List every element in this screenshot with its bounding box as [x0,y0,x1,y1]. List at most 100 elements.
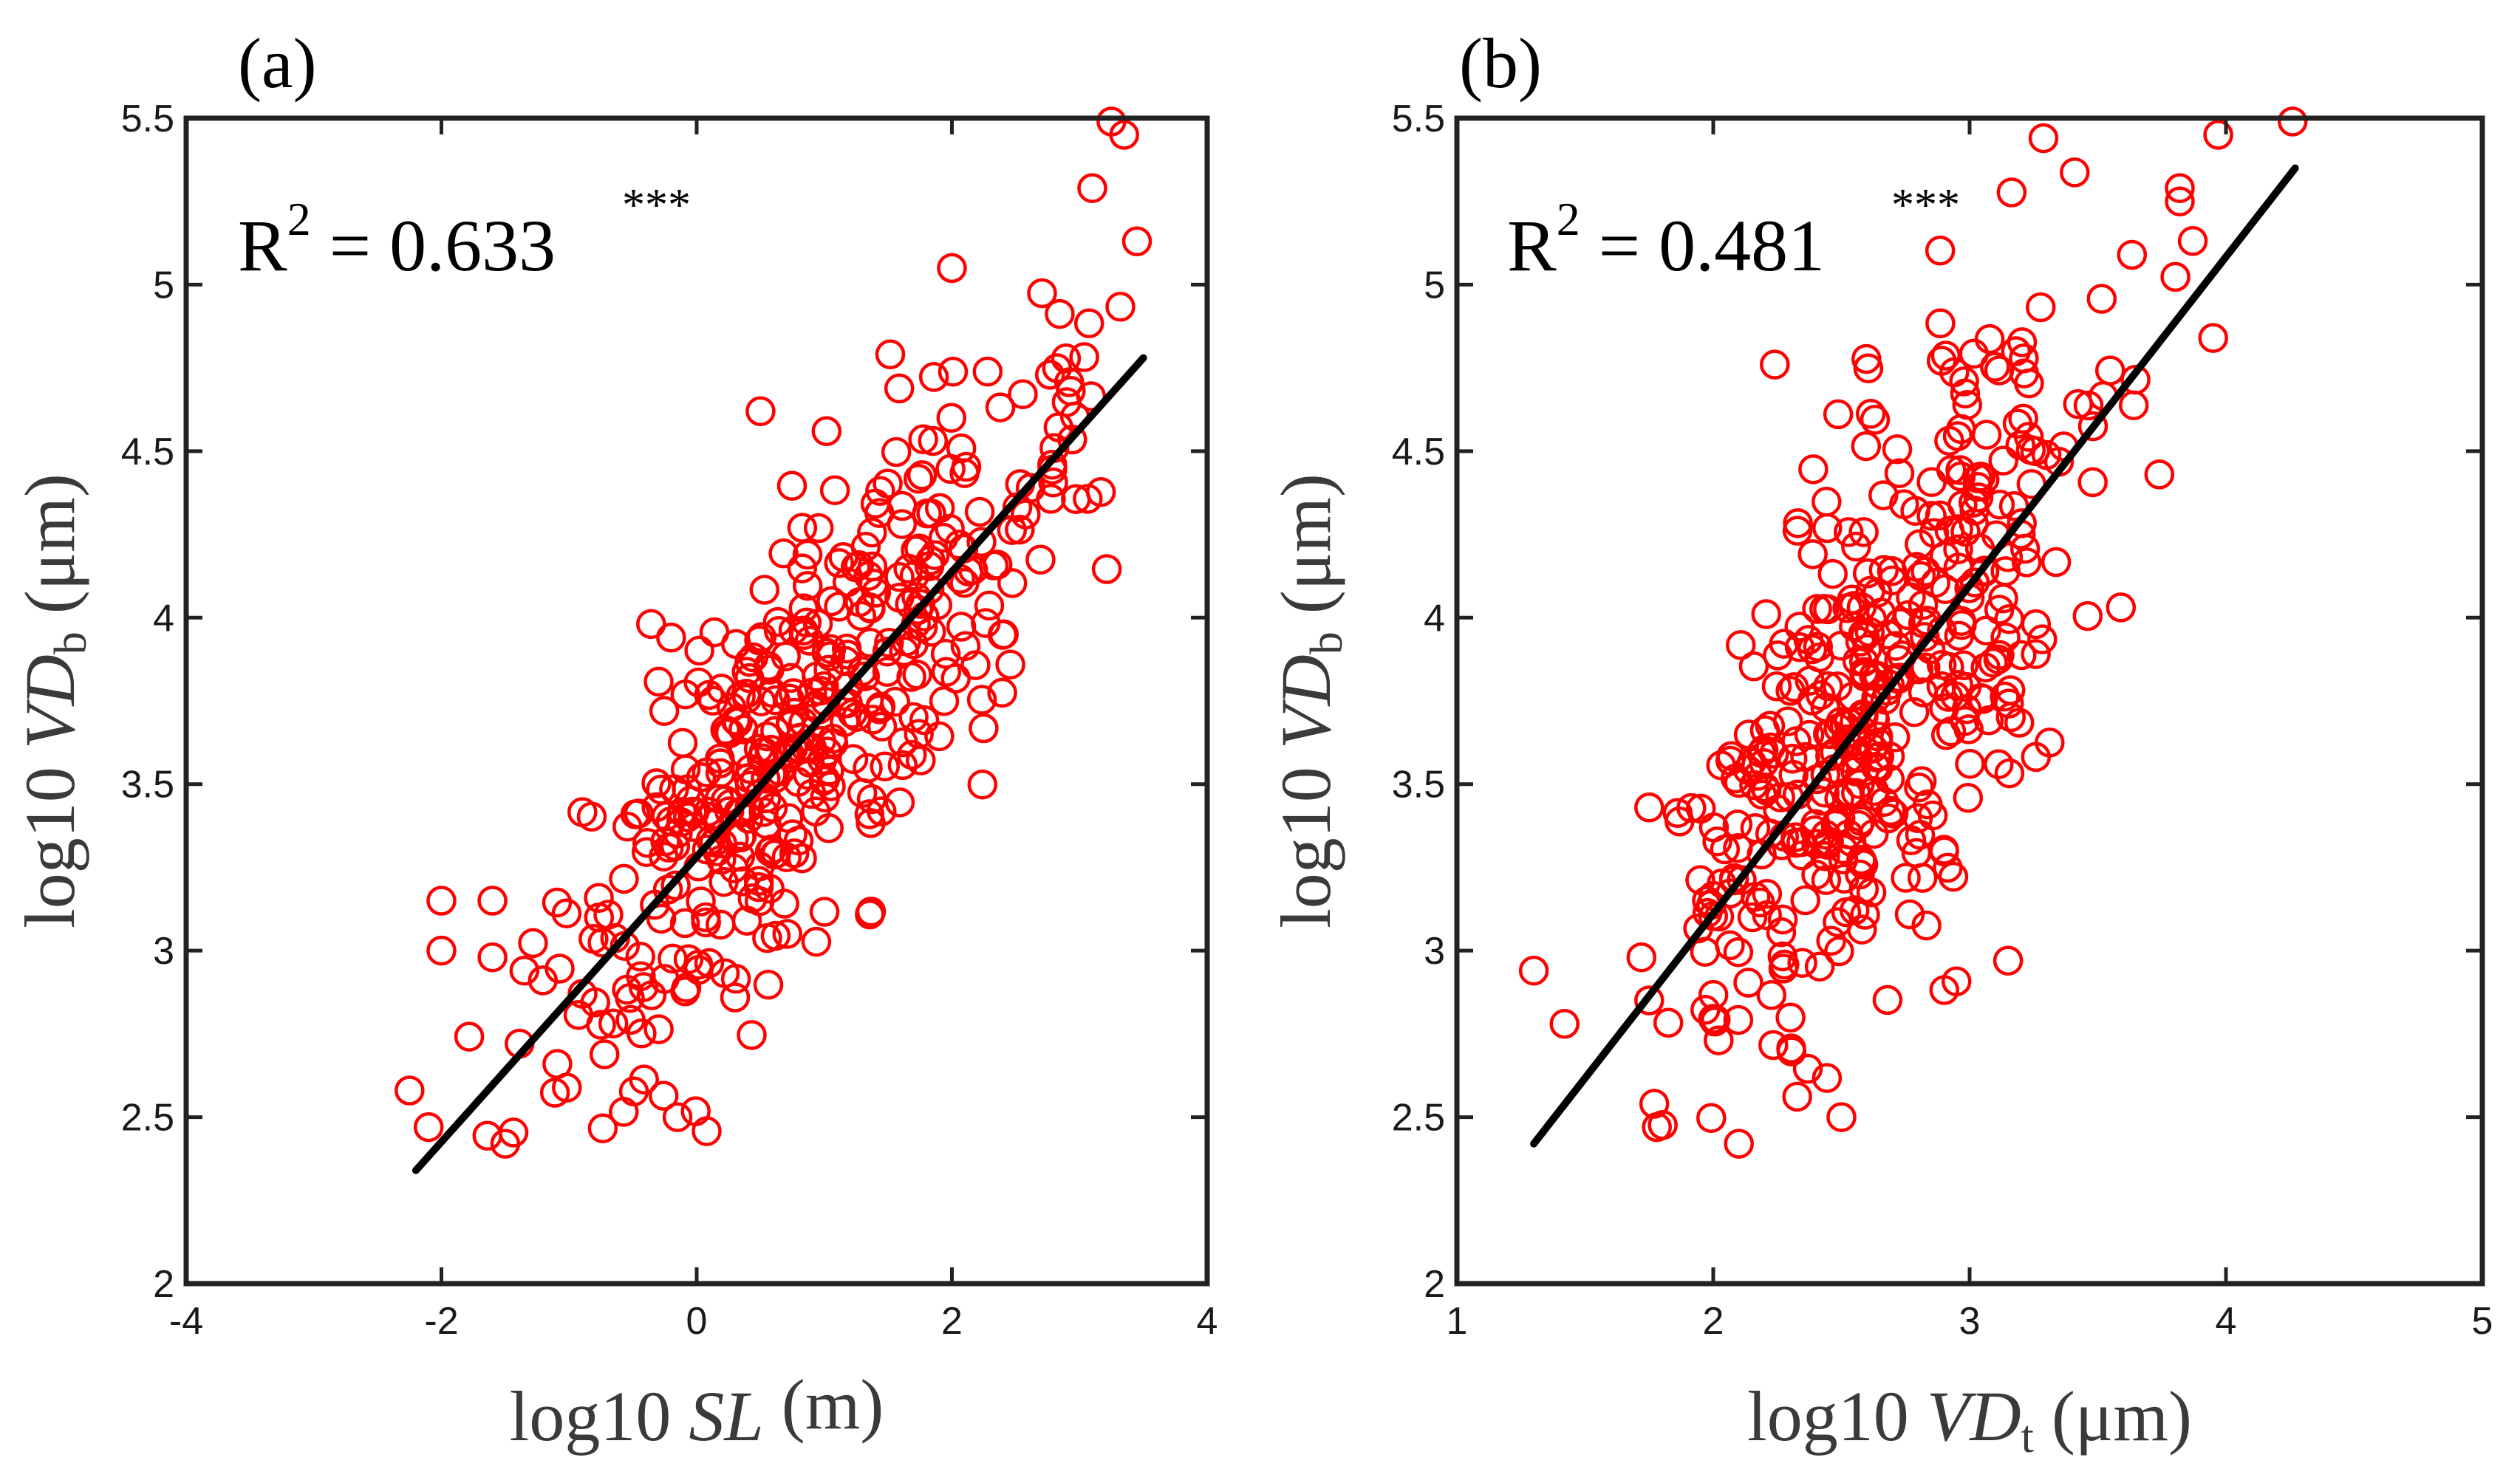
panel-b-data-point [1710,834,1741,865]
panel-a-data-point [997,568,1028,598]
panel-b-data-point [1868,555,1899,586]
panel-b-ylabel-unit: (μm) [1266,473,1345,631]
panel-a-data-point [831,633,862,664]
panel-a-data-point [454,1021,485,1052]
panel-a-data-point [716,692,747,722]
panel-b-data-point [1984,749,2014,779]
panel-a-data-point [898,702,929,733]
panel-b-data-point [1993,945,2024,976]
panel-b-y-tick-label: 2.5 [1392,1097,1445,1140]
panel-b-data-point [1852,558,1883,589]
panel-a-data-point [609,1097,639,1127]
panel-b-data-point [1905,820,1936,850]
panel-a-data-point [646,903,677,934]
panel-b-data-point [1783,508,1813,538]
panel-b-data-point [1626,942,1657,973]
panel-b-fit-line [1530,164,2299,1148]
panel-b-data-point [1856,877,1887,908]
panel-b-data-point [1872,985,1903,1016]
panel-b-data-point [1761,671,1792,702]
panel-b-data-point [1850,621,1880,652]
panel-a-data-point [950,631,981,661]
panel-a-data-point [771,842,802,872]
panel-a-data-point [1073,308,1104,338]
panel-a-data-point [576,801,607,832]
panel-a-data-point [873,468,903,499]
panel-a-data-point [802,661,832,692]
panel-b-data-point [1942,421,1973,451]
panel-a-fit-line [412,354,1147,1174]
panel-b-data-point [1845,806,1876,836]
panel-a-data-point [1109,120,1139,150]
panel-a-data-point [395,1075,425,1106]
panel-a-data-point [919,540,950,570]
panel-b-ticks: 1 2 3 4 522.533.544.555.5 [1392,97,2493,1343]
panel-a-data-point [655,806,686,837]
panel-b-data-point [1769,949,1800,980]
panel-b-data-point [1775,676,1806,706]
panel-b-x-tick-label: 3 [1959,1300,1981,1343]
panel-a-data-point [640,889,670,920]
panel-b-data-point [1841,531,1871,562]
panel-a-data-point [1045,298,1075,329]
panel-b-xlabel-unit: (μm) [2034,1377,2192,1456]
panel-b-data-point [2013,422,2044,452]
panel-a-data-point [1011,499,1041,530]
panel-a-y-tick-label: 3.5 [121,764,174,807]
panel-a-data-point [870,751,900,782]
panel-a-data-point [660,870,691,901]
panel-a-data-point [477,942,508,973]
panel-a-data-point [731,905,762,936]
panel-a-data-point [624,798,654,829]
panel-b-data-point [1847,914,1877,945]
panel-a-data-point [938,356,969,387]
panel-a-data-point [662,1102,693,1132]
panel-a-data-point [880,686,911,717]
panel-a-data-point [598,1008,629,1038]
panel-a-data-point [544,953,575,984]
panel-a-data-point [683,667,714,698]
panel-a-data-point [1038,467,1068,498]
panel-a-data-point [589,1039,620,1069]
panel-b-y-tick-label: 2 [1424,1263,1445,1306]
panel-a-data-point [864,694,895,725]
panel-a-data-point [584,902,615,933]
panel-b-data-point [1862,727,1894,758]
panel-b-data-point [2015,434,2046,465]
panel-b-data-point [2117,239,2148,270]
panel-a-data-point [636,980,667,1010]
panel-a-data-point [587,1113,618,1144]
panel-a-data-point [853,685,884,716]
panel-b-y-tick-label: 4.5 [1392,431,1445,473]
panel-b-data-point [1740,812,1771,843]
panel-a-data-point [643,1014,674,1044]
panel-a-data-point [1061,484,1091,515]
panel-b-data-point [1916,467,1947,497]
panel-b-data-point [1748,735,1779,765]
panel-a-data-point [753,970,784,1000]
panel-b-data-point [1722,809,1753,840]
panel-a-data-point [615,983,645,1013]
panel-b-x-tick-label: 2 [1703,1300,1724,1343]
panel-b-data-point [2277,106,2308,137]
panel-b-data-point [1797,634,1828,665]
panel-a-data-point [946,612,977,642]
panel-b-data-point [1851,343,1882,374]
panel-a-y-tick-label: 2 [153,1263,174,1306]
panel-a-data-point [769,888,799,919]
panel-b-data-point [1939,357,1970,388]
panel-a-data-point [667,727,698,759]
panel-b-data-point [1850,900,1880,930]
panel-a-data-point [723,708,753,738]
panel-b-data-point [1738,651,1769,682]
panel-b-data-point [2077,411,2108,442]
panel-a-data-point [791,607,822,638]
panel-a-data-point [641,768,672,798]
panel-b-data-point [1800,815,1830,846]
panel-b-r2-label: R [1507,205,1557,287]
panel-a-data-point [812,736,843,767]
panel-b-data-point [1904,772,1934,803]
panel-a-significance: *** [622,180,691,230]
panel-b-data-point [1831,897,1862,928]
panel-b-data-point [1812,1063,1843,1093]
